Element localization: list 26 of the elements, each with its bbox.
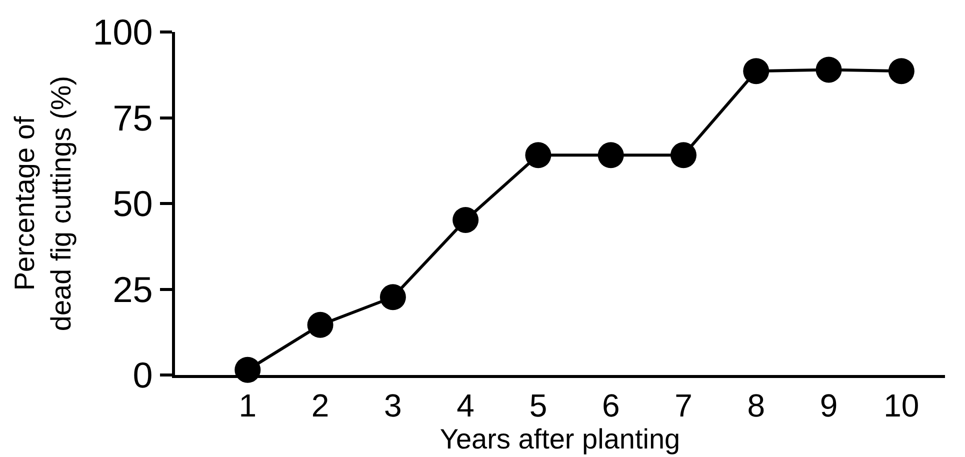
x-tick-label: 9 xyxy=(820,387,838,424)
point xyxy=(888,58,914,84)
point xyxy=(380,284,406,310)
y-tick-label: 25 xyxy=(112,268,153,310)
point xyxy=(670,142,696,168)
x-tick-label: 10 xyxy=(884,387,920,424)
x-tick-label: 5 xyxy=(529,387,548,424)
x-tick-label: 6 xyxy=(602,387,620,424)
y-axis-title: Percentage of dead fig cuttings (%) xyxy=(9,76,76,332)
x-tick-label: 8 xyxy=(747,387,766,424)
point xyxy=(743,58,770,84)
x-tick-label: 7 xyxy=(674,387,692,424)
point xyxy=(816,56,842,83)
y-tick-label: 0 xyxy=(132,354,153,396)
x-tick-label: 2 xyxy=(311,387,330,424)
point xyxy=(598,142,624,168)
y-tick-label: 50 xyxy=(112,183,153,224)
y-tick-label: 100 xyxy=(92,12,153,53)
x-tick-label: 4 xyxy=(456,387,474,424)
point xyxy=(525,142,552,168)
y-tick-label: 75 xyxy=(112,97,153,138)
x-tick-label: 3 xyxy=(384,387,402,424)
x-tick-label: 1 xyxy=(238,387,257,424)
point xyxy=(452,206,479,233)
point xyxy=(307,312,334,338)
x-axis-title: Years after planting xyxy=(440,423,680,454)
